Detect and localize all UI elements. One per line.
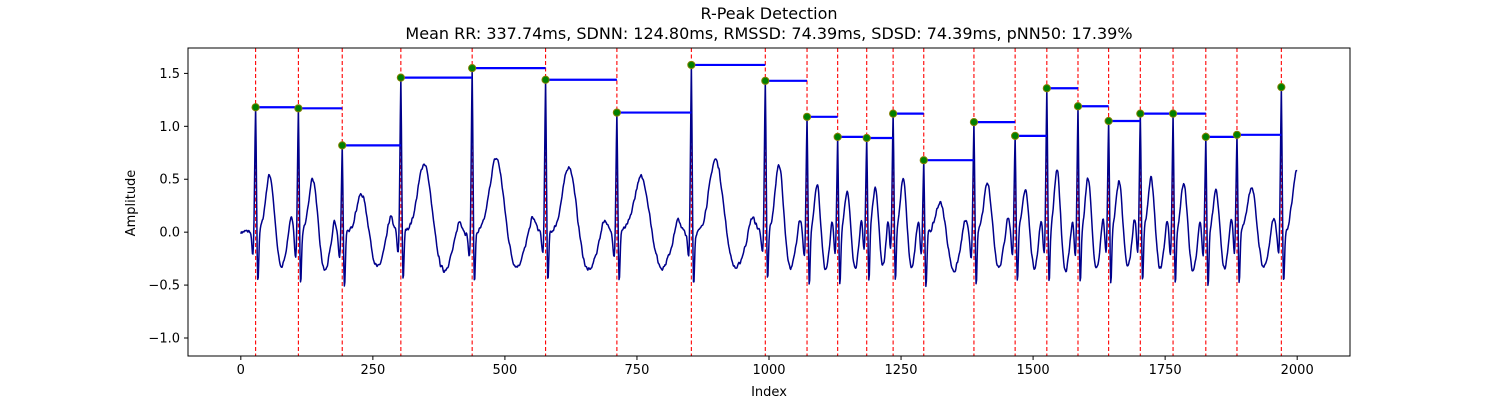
plot-frame: [187, 47, 1351, 357]
r-peak-point: [1136, 109, 1145, 118]
r-peak-point: [541, 75, 550, 84]
r-peak-point: [338, 141, 347, 150]
x-tick-label: 1250: [884, 363, 917, 378]
r-peak-point: [969, 117, 979, 127]
r-peak-point: [1277, 83, 1286, 92]
r-peak-point: [1073, 102, 1083, 111]
x-tick-label: 0: [237, 363, 245, 378]
r-peak-point: [468, 64, 477, 73]
r-peak-point: [294, 104, 303, 113]
x-tick-label: 750: [625, 363, 650, 378]
axes: 0 250 500 750 1000 1250 1500 1750 2000 −1.0 −0.5 0.…: [148, 47, 1351, 378]
x-tick-label: 500: [492, 363, 517, 378]
chart-title: R-Peak Detection: [700, 4, 837, 23]
y-tick-label: −0.5: [148, 279, 180, 294]
r-peak-point: [1168, 109, 1178, 118]
r-peak-point: [1011, 131, 1020, 140]
r-peak-point: [862, 133, 871, 143]
x-axis-label: Index: [751, 385, 787, 400]
y-tick-label: 1.5: [159, 67, 180, 82]
r-peak-point: [802, 112, 812, 121]
y-tick-label: −1.0: [148, 332, 180, 347]
r-peak-point: [761, 76, 770, 85]
r-peak-point: [1232, 130, 1242, 139]
x-tick-label: 1000: [752, 363, 785, 378]
r-peak-point: [833, 132, 842, 142]
ecg-signal-line: [240, 64, 1298, 288]
plot-area: [240, 48, 1298, 356]
r-peak-point: [889, 109, 898, 118]
r-peak-point: [396, 73, 405, 82]
r-peak-point: [1104, 116, 1113, 126]
chart-subtitle: Mean RR: 337.74ms, SDNN: 124.80ms, RMSSD…: [405, 24, 1132, 43]
y-tick-label: 1.0: [159, 120, 180, 135]
r-peak-point: [612, 108, 621, 117]
x-tick-label: 250: [360, 363, 385, 378]
r-peak-point: [687, 60, 696, 70]
r-peak-point: [1042, 84, 1051, 93]
x-tick-label: 1500: [1017, 363, 1050, 378]
y-tick-label: 0.5: [159, 173, 180, 188]
y-tick-label: 0.0: [159, 226, 180, 241]
y-axis-label: Amplitude: [124, 170, 139, 237]
x-tick-label: 1750: [1149, 363, 1182, 378]
x-tick-label: 2000: [1281, 363, 1314, 378]
r-peak-point: [251, 103, 260, 112]
r-peak-point: [1201, 132, 1210, 142]
r-peak-point: [919, 156, 928, 165]
